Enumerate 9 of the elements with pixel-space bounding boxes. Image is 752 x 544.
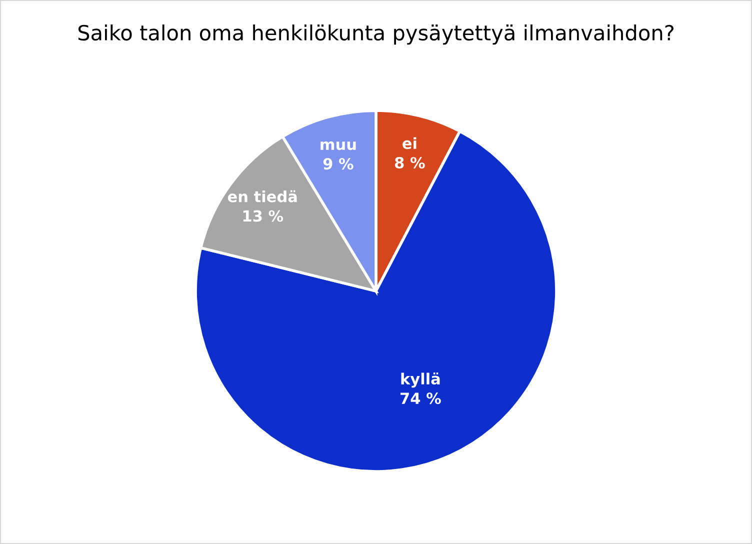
- data-label: 9 %: [323, 158, 354, 170]
- data-label: 8 %: [394, 156, 425, 169]
- data-label: 74 %: [400, 392, 441, 404]
- slice-label: kyllä: [401, 372, 440, 388]
- slice-label: muu: [320, 141, 356, 150]
- slice-label: ei: [402, 137, 416, 150]
- data-label: 13 %: [243, 210, 284, 222]
- chart-title: Saiko talon oma henkilökunta pysäytettyä ilmanvaihdon?: [78, 24, 674, 45]
- slice-label: en tiedä: [228, 190, 297, 202]
